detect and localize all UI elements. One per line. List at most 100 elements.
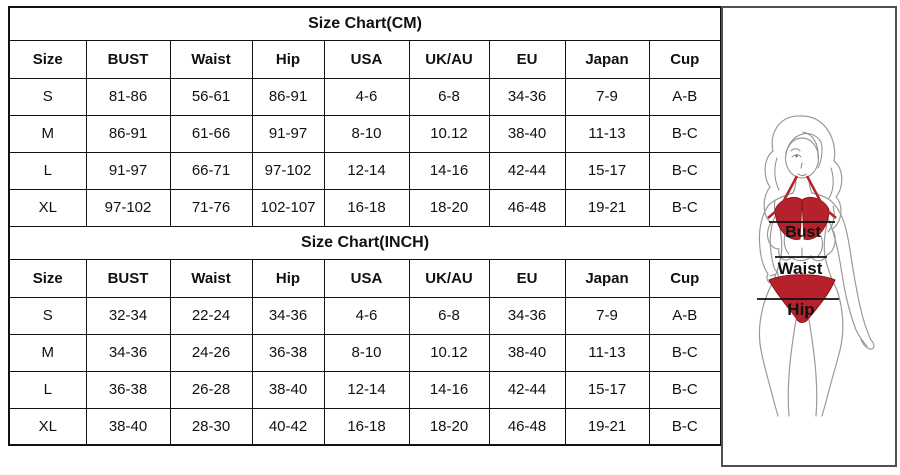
column-header: UK/AU xyxy=(408,39,490,79)
value-cell: B-C xyxy=(648,114,722,153)
value-cell: 14-16 xyxy=(408,151,490,190)
header-row: Size BUST Waist Hip USA UK/AU EU Japan Cup xyxy=(8,39,722,79)
value-cell: 86-91 xyxy=(251,77,325,116)
table-row: M 34-36 24-26 36-38 8-10 10.12 38-40 11-13 B-C xyxy=(8,333,722,372)
value-cell: A-B xyxy=(648,77,722,116)
value-cell: 7-9 xyxy=(564,77,650,116)
value-cell: 66-71 xyxy=(169,151,253,190)
value-cell: 18-20 xyxy=(408,407,490,446)
value-cell: 56-61 xyxy=(169,77,253,116)
value-cell: 12-14 xyxy=(323,151,410,190)
size-guide-figure-panel: Bust Waist Hip xyxy=(721,6,897,467)
section-title-row: Size Chart(INCH) xyxy=(8,225,722,260)
section-title-row: Size Chart(CM) xyxy=(8,6,722,41)
value-cell: 42-44 xyxy=(488,151,566,190)
value-cell: 102-107 xyxy=(251,188,325,227)
bust-label: Bust xyxy=(785,224,821,241)
column-header: BUST xyxy=(85,39,171,79)
size-cell: XL xyxy=(8,188,87,227)
size-chart-cm-section: Size Chart(CM) Size BUST Waist Hip USA UK/AU EU… xyxy=(8,6,722,227)
value-cell: B-C xyxy=(648,407,722,446)
column-header: USA xyxy=(323,39,410,79)
column-header: Japan xyxy=(564,39,650,79)
column-header: EU xyxy=(488,39,566,79)
section-title: Size Chart(INCH) xyxy=(8,225,722,260)
value-cell: 34-36 xyxy=(488,296,566,335)
value-cell: 6-8 xyxy=(408,77,490,116)
column-header: BUST xyxy=(85,258,171,298)
value-cell: 12-14 xyxy=(323,370,410,409)
value-cell: 28-30 xyxy=(169,407,253,446)
value-cell: 36-38 xyxy=(251,333,325,372)
size-cell: XL xyxy=(8,407,87,446)
size-guide-figure: Bust Waist Hip xyxy=(757,115,875,417)
value-cell: 4-6 xyxy=(323,296,410,335)
column-header: Waist xyxy=(169,39,253,79)
value-cell: 40-42 xyxy=(251,407,325,446)
value-cell: 8-10 xyxy=(323,114,410,153)
column-header: EU xyxy=(488,258,566,298)
value-cell: 38-40 xyxy=(85,407,171,446)
table-row: S 32-34 22-24 34-36 4-6 6-8 34-36 7-9 A-B xyxy=(8,296,722,335)
column-header: USA xyxy=(323,258,410,298)
size-cell: M xyxy=(8,333,87,372)
column-header: Hip xyxy=(251,258,325,298)
column-header: Size xyxy=(8,39,87,79)
value-cell: 14-16 xyxy=(408,370,490,409)
column-header: Cup xyxy=(648,39,722,79)
table-row: XL 38-40 28-30 40-42 16-18 18-20 46-48 19-21 B-C xyxy=(8,407,722,446)
value-cell: 86-91 xyxy=(85,114,171,153)
column-header: UK/AU xyxy=(408,258,490,298)
value-cell: 11-13 xyxy=(564,114,650,153)
bikini-top xyxy=(767,175,837,240)
woman-face xyxy=(784,131,823,179)
size-cell: L xyxy=(8,370,87,409)
table-row: S 81-86 56-61 86-91 4-6 6-8 34-36 7-9 A-B xyxy=(8,77,722,116)
value-cell: 16-18 xyxy=(323,188,410,227)
value-cell: 46-48 xyxy=(488,407,566,446)
value-cell: 10.12 xyxy=(408,114,490,153)
size-cell: S xyxy=(8,77,87,116)
value-cell: 6-8 xyxy=(408,296,490,335)
value-cell: 11-13 xyxy=(564,333,650,372)
value-cell: 4-6 xyxy=(323,77,410,116)
size-cell: L xyxy=(8,151,87,190)
value-cell: 97-102 xyxy=(251,151,325,190)
value-cell: B-C xyxy=(648,333,722,372)
value-cell: B-C xyxy=(648,370,722,409)
value-cell: 19-21 xyxy=(564,407,650,446)
value-cell: 97-102 xyxy=(85,188,171,227)
value-cell: 16-18 xyxy=(323,407,410,446)
header-row: Size BUST Waist Hip USA UK/AU EU Japan Cup xyxy=(8,258,722,298)
column-header: Waist xyxy=(169,258,253,298)
value-cell: 34-36 xyxy=(488,77,566,116)
value-cell: 46-48 xyxy=(488,188,566,227)
value-cell: 18-20 xyxy=(408,188,490,227)
table-row: M 86-91 61-66 91-97 8-10 10.12 38-40 11-13 B-C xyxy=(8,114,722,153)
value-cell: A-B xyxy=(648,296,722,335)
value-cell: 81-86 xyxy=(85,77,171,116)
value-cell: 38-40 xyxy=(488,333,566,372)
size-cell: M xyxy=(8,114,87,153)
value-cell: 38-40 xyxy=(488,114,566,153)
size-chart-inch-section: Size Chart(INCH) Size BUST Waist Hip USA UK/AU… xyxy=(8,225,722,446)
value-cell: 71-76 xyxy=(169,188,253,227)
value-cell: 15-17 xyxy=(564,151,650,190)
hip-label: Hip xyxy=(787,300,814,319)
value-cell: 91-97 xyxy=(251,114,325,153)
table-row: L 91-97 66-71 97-102 12-14 14-16 42-44 15-17 B-C xyxy=(8,151,722,190)
value-cell: 22-24 xyxy=(169,296,253,335)
column-header: Size xyxy=(8,258,87,298)
value-cell: 34-36 xyxy=(251,296,325,335)
value-cell: B-C xyxy=(648,151,722,190)
value-cell: 61-66 xyxy=(169,114,253,153)
value-cell: 8-10 xyxy=(323,333,410,372)
column-header: Hip xyxy=(251,39,325,79)
value-cell: 32-34 xyxy=(85,296,171,335)
column-header: Cup xyxy=(648,258,722,298)
value-cell: 7-9 xyxy=(564,296,650,335)
value-cell: 91-97 xyxy=(85,151,171,190)
table-row: L 36-38 26-28 38-40 12-14 14-16 42-44 15-17 B-C xyxy=(8,370,722,409)
waist-label: Waist xyxy=(778,259,823,278)
